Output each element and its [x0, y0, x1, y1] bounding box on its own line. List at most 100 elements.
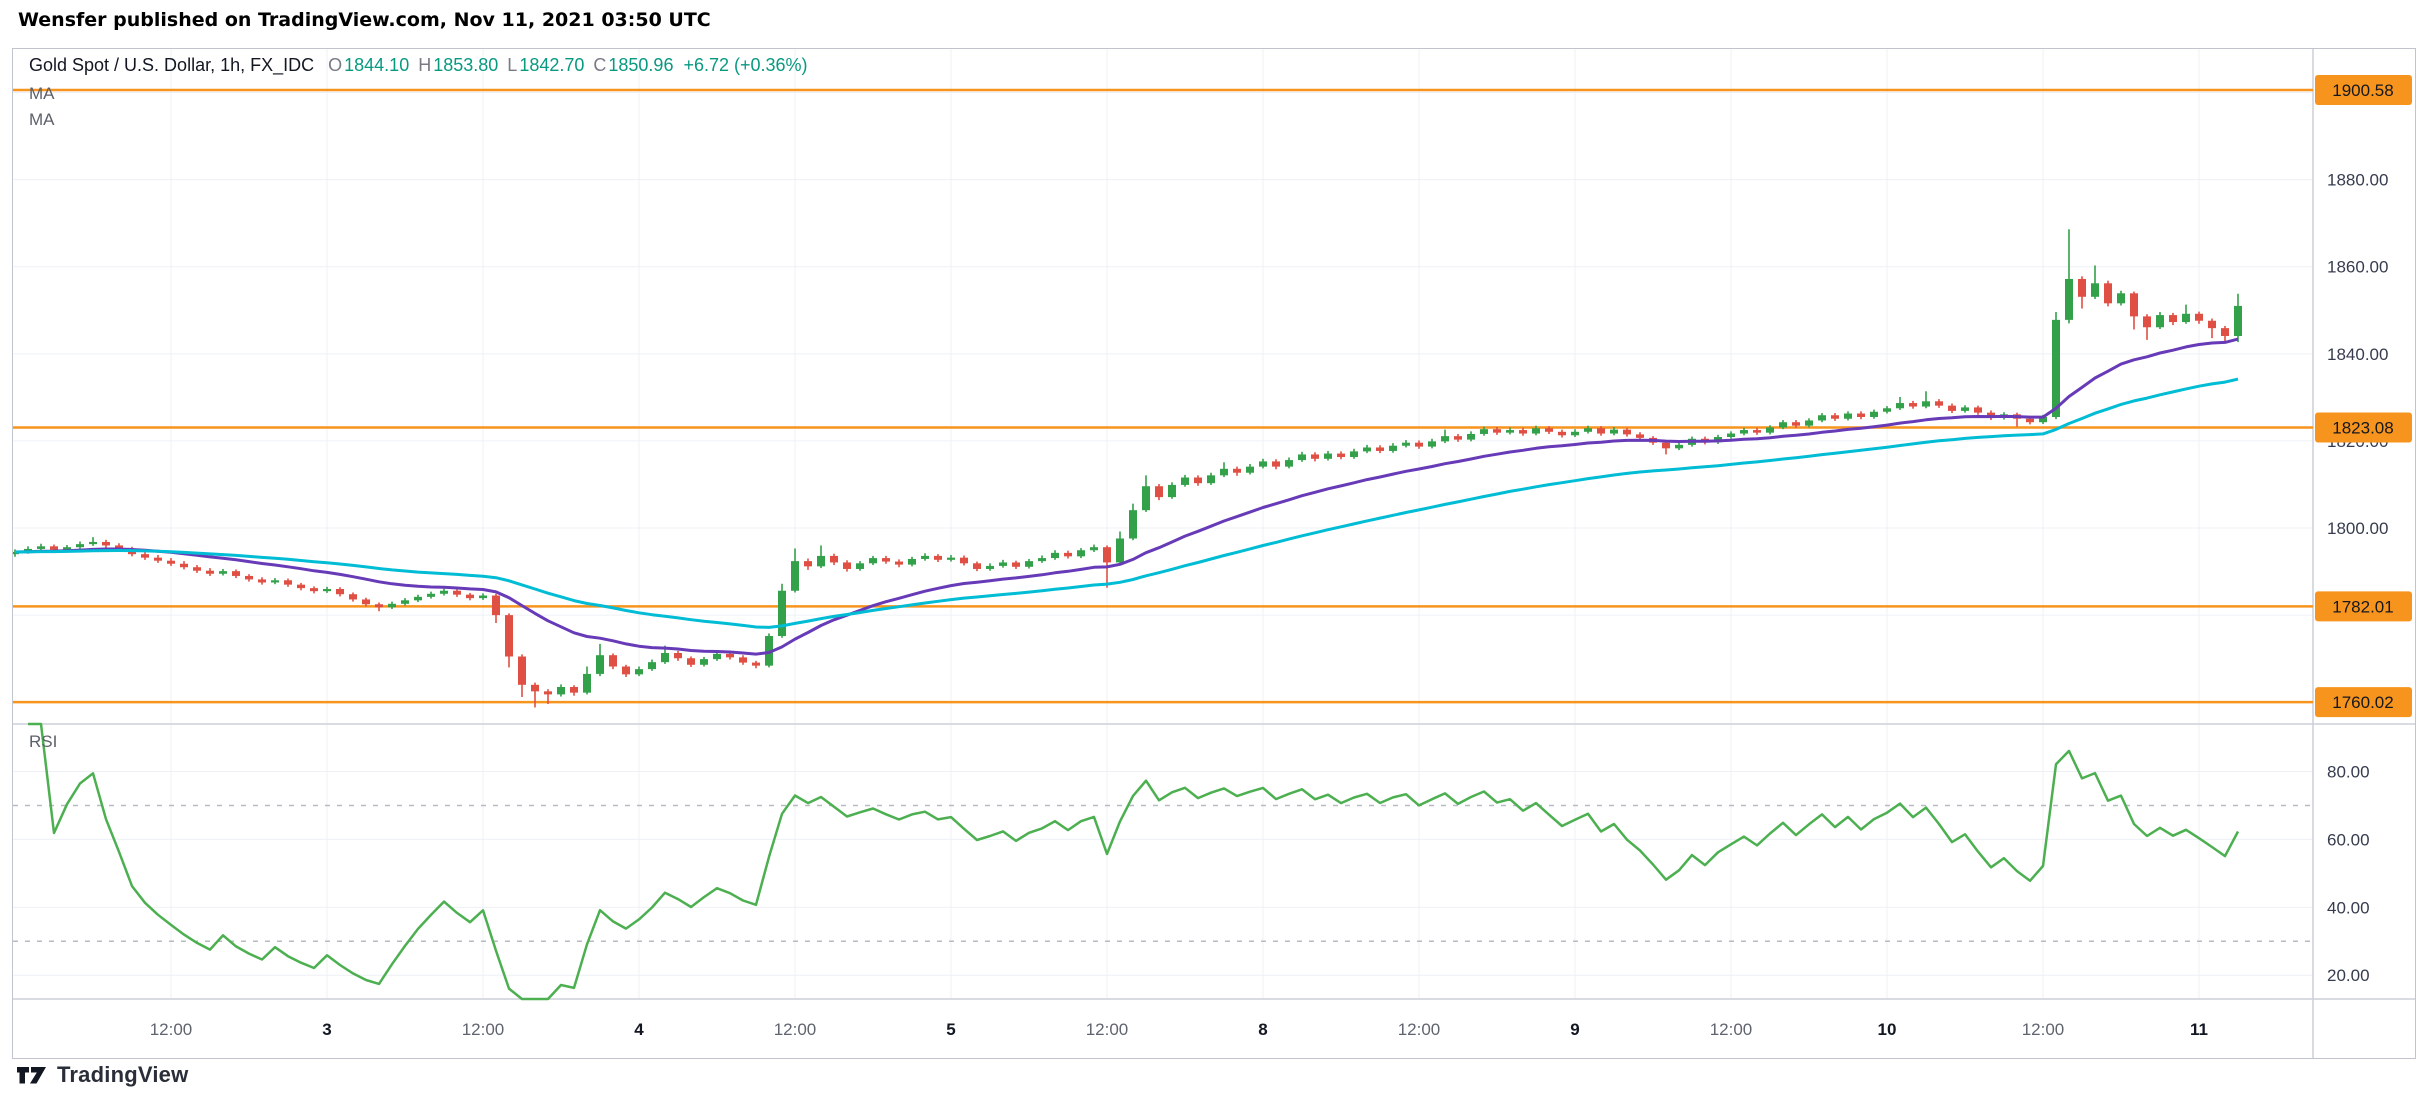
candle-body: [622, 666, 630, 675]
candle-body: [557, 686, 565, 695]
time-tick-label[interactable]: 12:00: [774, 1020, 817, 1039]
candle-body: [1363, 447, 1371, 452]
candle-body: [739, 657, 747, 663]
ma-line: [14, 337, 2239, 656]
candle-body: [375, 604, 383, 608]
rsi-tick-label[interactable]: 40.00: [2327, 898, 2370, 917]
candle-body: [518, 656, 526, 685]
candle-body: [388, 603, 396, 608]
candle-body: [1896, 403, 1904, 409]
candle-body: [1207, 475, 1215, 484]
time-tick-label[interactable]: 12:00: [462, 1020, 505, 1039]
candle-body: [583, 673, 591, 693]
candle-body: [1623, 429, 1631, 435]
candle-body: [778, 590, 786, 637]
candle-body: [2169, 315, 2177, 323]
candle-body: [843, 562, 851, 569]
tradingview-footer[interactable]: TradingView: [16, 1062, 188, 1088]
tradingview-logo-icon[interactable]: [16, 1062, 48, 1088]
time-tick-label[interactable]: 12:00: [1710, 1020, 1753, 1039]
candle-body: [141, 554, 149, 558]
candle-body: [1246, 466, 1254, 473]
candle-body: [1805, 420, 1813, 426]
publish-header: Wensfer published on TradingView.com, No…: [18, 9, 711, 31]
candle-body: [167, 560, 175, 564]
time-tick-label[interactable]: 12:00: [1086, 1020, 1129, 1039]
candle-body: [323, 589, 331, 592]
candle-body: [2039, 416, 2047, 423]
candle-body: [791, 561, 799, 591]
time-tick-label[interactable]: 8: [1258, 1020, 1267, 1039]
candle-body: [154, 557, 162, 561]
time-tick-label[interactable]: 5: [946, 1020, 955, 1039]
candle-body: [1545, 428, 1553, 432]
candle-body: [193, 567, 201, 571]
time-tick-label[interactable]: 12:00: [2022, 1020, 2065, 1039]
candle-body: [466, 594, 474, 599]
candle-body: [1194, 477, 1202, 484]
candle-body: [245, 575, 253, 580]
price-tick-label[interactable]: 1880.00: [2327, 171, 2388, 190]
price-tick-label[interactable]: 1800.00: [2327, 519, 2388, 538]
candle-body: [2208, 320, 2216, 329]
time-tick-label[interactable]: 11: [2190, 1020, 2208, 1039]
candle-body: [765, 636, 773, 666]
candle-body: [1909, 403, 1917, 407]
rsi-tick-label[interactable]: 20.00: [2327, 966, 2370, 985]
candle-body: [1831, 415, 1839, 419]
candle-body: [1142, 486, 1150, 511]
rsi-tick-label[interactable]: 60.00: [2327, 830, 2370, 849]
time-tick-label[interactable]: 10: [1878, 1020, 1897, 1039]
price-level-badge-label: 1760.02: [2332, 693, 2393, 712]
candle-body: [1337, 453, 1345, 458]
candle-body: [1064, 552, 1072, 557]
time-tick-label[interactable]: 12:00: [150, 1020, 193, 1039]
time-tick-label[interactable]: 3: [322, 1020, 331, 1039]
price-tick-label[interactable]: 1860.00: [2327, 258, 2388, 277]
candle-body: [1168, 484, 1176, 498]
time-tick-label[interactable]: 4: [634, 1020, 644, 1039]
candle-body: [947, 557, 955, 560]
time-tick-label[interactable]: 12:00: [1398, 1020, 1441, 1039]
candle-body: [2117, 293, 2125, 304]
candle-body: [1272, 461, 1280, 467]
candle-body: [1311, 454, 1319, 459]
candle-body: [921, 555, 929, 559]
candle-body: [2091, 283, 2099, 297]
candle-body: [1077, 550, 1085, 557]
candle-body: [1948, 405, 1956, 411]
candle-body: [973, 563, 981, 569]
tradingview-brand-text[interactable]: TradingView: [57, 1062, 189, 1087]
candle-body: [1662, 442, 1670, 449]
rsi-tick-label[interactable]: 80.00: [2327, 763, 2370, 782]
candle-body: [206, 570, 214, 574]
candle-body: [674, 653, 682, 659]
candle-body: [1922, 401, 1930, 407]
candle-body: [1025, 561, 1033, 567]
candle-body: [284, 580, 292, 585]
candle-body: [713, 653, 721, 660]
candle-body: [297, 584, 305, 589]
candle-body: [76, 544, 84, 548]
candle-body: [726, 653, 734, 658]
candle-body: [635, 669, 643, 675]
price-tick-label[interactable]: 1840.00: [2327, 345, 2388, 364]
candle-body: [2052, 319, 2060, 417]
candle-body: [596, 655, 604, 674]
candle-body: [2182, 313, 2190, 323]
candle-body: [440, 590, 448, 594]
chart-canvas[interactable]: 1900.001880.001860.001840.001820.001800.…: [13, 49, 2415, 1058]
candle-body: [648, 662, 656, 670]
candle-body: [505, 615, 513, 657]
candle-body: [1428, 441, 1436, 447]
time-tick-label[interactable]: 9: [1570, 1020, 1579, 1039]
candle-body: [1441, 436, 1449, 442]
candle-body: [2104, 283, 2112, 304]
candle-body: [1480, 429, 1488, 434]
candle-body: [115, 545, 123, 549]
candle-body: [414, 596, 422, 601]
candle-body: [1285, 460, 1293, 467]
candle-body: [1376, 447, 1384, 451]
price-level-badge: [2315, 75, 2412, 106]
price-level-badge: [2315, 591, 2412, 622]
